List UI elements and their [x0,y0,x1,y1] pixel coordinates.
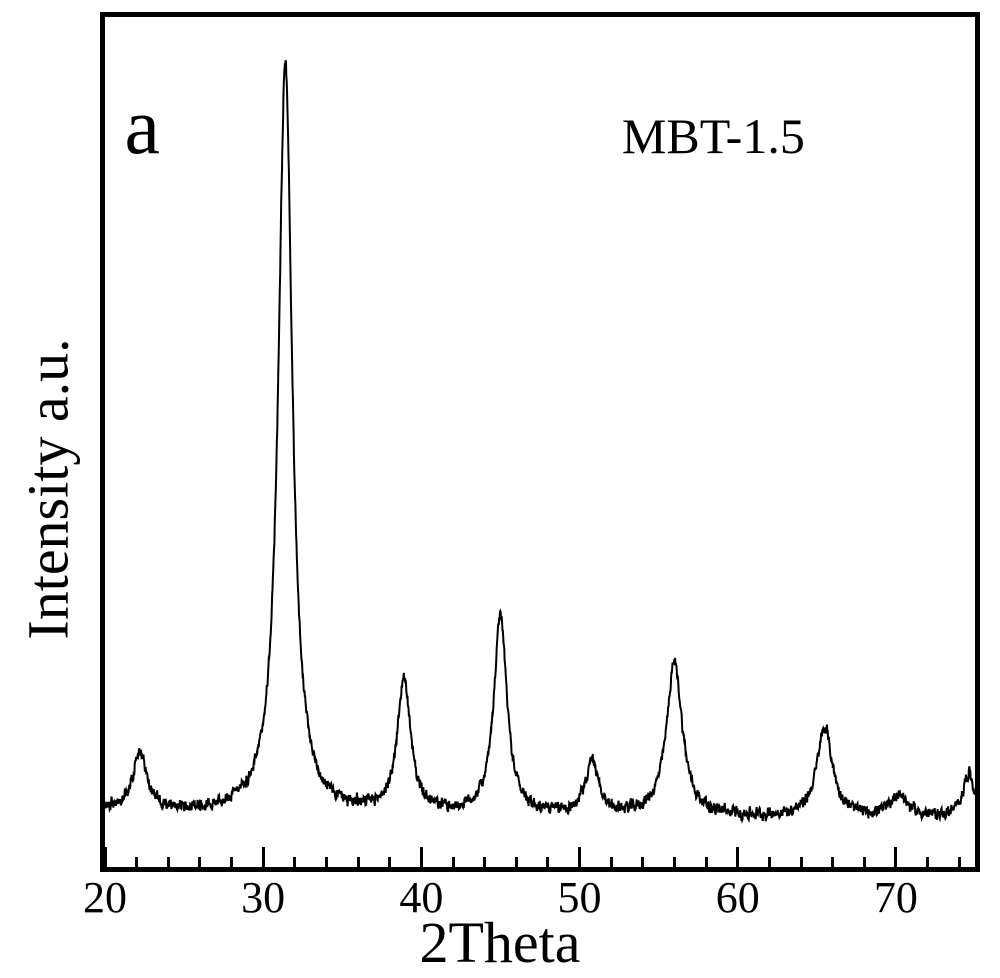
x-tick-minor [673,857,676,867]
panel-label: a [125,82,161,173]
xrd-line-svg [105,17,975,867]
x-tick-minor [610,857,613,867]
y-axis-label-text: Intensity a.u. [16,338,81,639]
panel-label-text: a [125,83,161,171]
x-tick-label: 30 [241,872,285,923]
sample-label: MBT-1.5 [622,107,805,165]
chart-frame: a MBT-1.5 [100,12,980,872]
x-tick-major [894,847,897,867]
x-tick-minor [515,857,518,867]
x-tick-minor [641,857,644,867]
x-tick-minor [388,857,391,867]
x-tick-minor [325,857,328,867]
x-tick-minor [863,857,866,867]
x-tick-minor [483,857,486,867]
x-tick-minor [831,857,834,867]
x-tick-minor [135,857,138,867]
x-tick-minor [230,857,233,867]
y-axis-label: Intensity a.u. [15,338,82,639]
plot-area [105,17,975,867]
x-tick-major [262,847,265,867]
x-tick-minor [357,857,360,867]
x-axis-label-text: 2Theta [419,910,580,975]
x-tick-label: 20 [83,872,127,923]
x-tick-major [420,847,423,867]
x-tick-minor [167,857,170,867]
x-tick-minor [198,857,201,867]
x-tick-minor [768,857,771,867]
x-tick-minor [705,857,708,867]
x-axis-label: 2Theta [419,909,580,976]
x-tick-minor [958,857,961,867]
xrd-trace [105,60,975,821]
sample-label-text: MBT-1.5 [622,108,805,164]
x-tick-major [104,847,107,867]
x-tick-minor [800,857,803,867]
x-tick-label: 60 [716,872,760,923]
x-tick-minor [293,857,296,867]
x-tick-minor [926,857,929,867]
x-tick-major [736,847,739,867]
x-tick-minor [546,857,549,867]
x-tick-major [578,847,581,867]
x-tick-label: 70 [874,872,918,923]
x-tick-minor [452,857,455,867]
